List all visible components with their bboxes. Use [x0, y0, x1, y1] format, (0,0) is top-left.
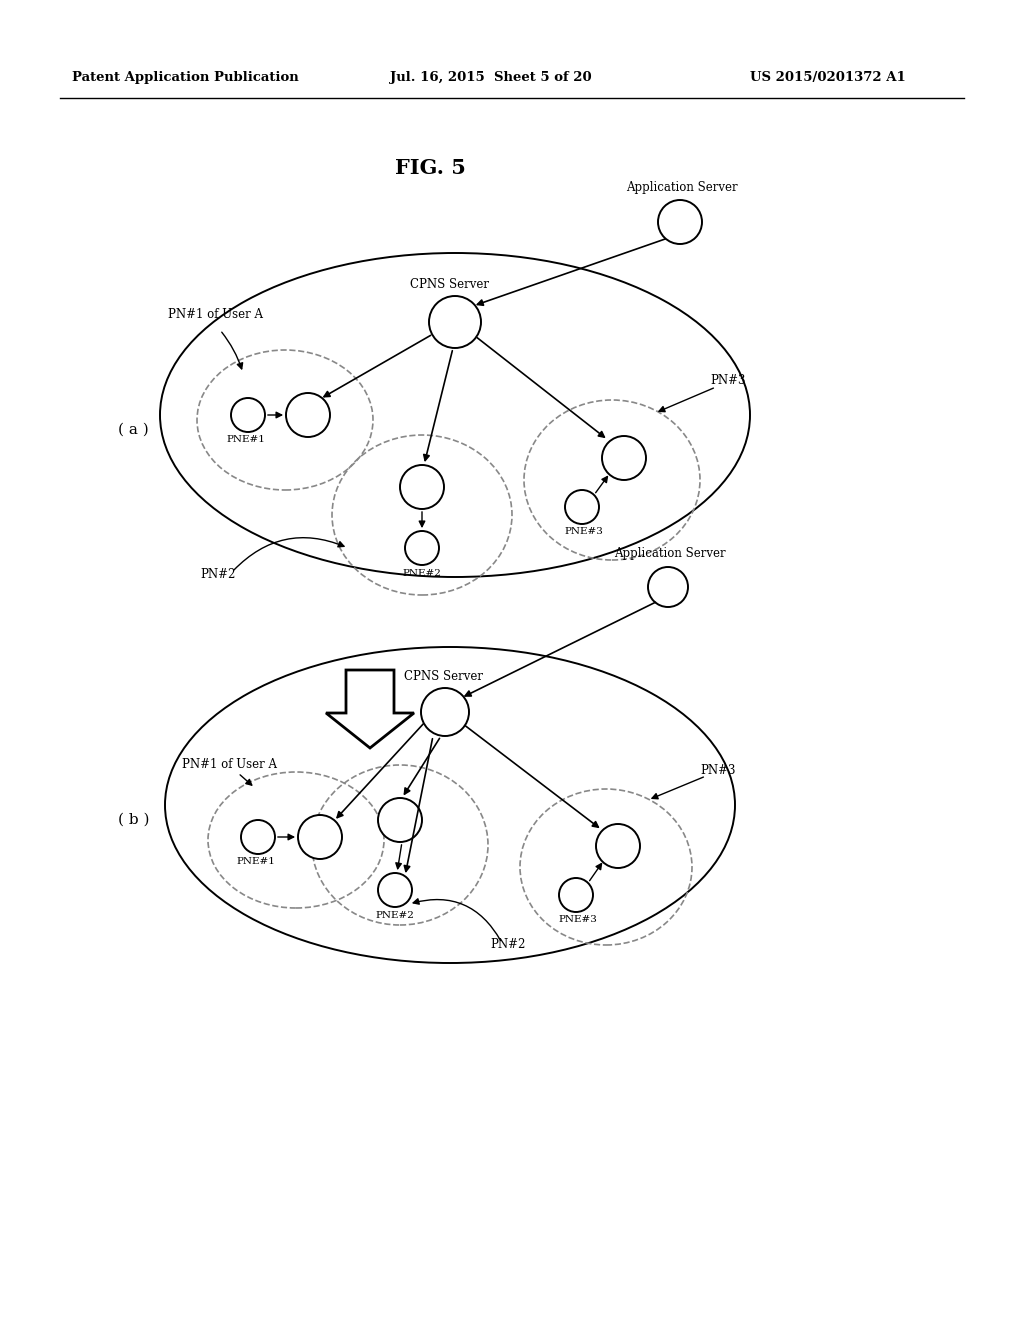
- Circle shape: [559, 878, 593, 912]
- Text: US 2015/0201372 A1: US 2015/0201372 A1: [750, 71, 906, 84]
- Circle shape: [565, 490, 599, 524]
- Circle shape: [231, 399, 265, 432]
- Circle shape: [421, 688, 469, 737]
- Circle shape: [648, 568, 688, 607]
- Circle shape: [241, 820, 275, 854]
- Text: PN#2: PN#2: [200, 569, 236, 582]
- Circle shape: [378, 873, 412, 907]
- Text: PNE#3: PNE#3: [558, 915, 597, 924]
- Circle shape: [406, 531, 439, 565]
- Polygon shape: [326, 671, 414, 748]
- Circle shape: [658, 201, 702, 244]
- Text: PNE#2: PNE#2: [376, 911, 415, 920]
- Text: CPNS Server: CPNS Server: [403, 669, 482, 682]
- Text: GW#2: GW#2: [383, 816, 417, 825]
- Text: ( b ): ( b ): [118, 813, 150, 828]
- Text: PNE#3: PNE#3: [564, 527, 603, 536]
- Text: PNE#1: PNE#1: [226, 434, 265, 444]
- Text: PNE#2: PNE#2: [402, 569, 441, 578]
- Text: PN#1 of User A: PN#1 of User A: [168, 309, 263, 322]
- Text: Patent Application Publication: Patent Application Publication: [72, 71, 299, 84]
- Text: PN#3: PN#3: [710, 374, 745, 387]
- Text: PN#2: PN#2: [490, 939, 525, 952]
- Circle shape: [400, 465, 444, 510]
- Circle shape: [298, 814, 342, 859]
- Circle shape: [602, 436, 646, 480]
- Text: PNE#1: PNE#1: [237, 857, 275, 866]
- Text: GW#3: GW#3: [607, 454, 641, 462]
- Circle shape: [429, 296, 481, 348]
- Text: Application Server: Application Server: [627, 181, 738, 194]
- Text: Application Server: Application Server: [614, 548, 726, 561]
- Text: CPNS Server: CPNS Server: [411, 277, 489, 290]
- Text: Jul. 16, 2015  Sheet 5 of 20: Jul. 16, 2015 Sheet 5 of 20: [390, 71, 592, 84]
- Circle shape: [286, 393, 330, 437]
- Circle shape: [596, 824, 640, 869]
- Circle shape: [378, 799, 422, 842]
- Text: PN#3: PN#3: [700, 763, 735, 776]
- Text: GW#2: GW#2: [404, 483, 439, 491]
- Text: GW#1: GW#1: [303, 833, 337, 842]
- Text: GW#3: GW#3: [601, 842, 635, 850]
- Text: GW#1: GW#1: [291, 411, 326, 420]
- Text: FIG. 5: FIG. 5: [394, 158, 466, 178]
- Text: PN#1 of User A: PN#1 of User A: [182, 759, 278, 771]
- Text: ( a ): ( a ): [118, 422, 148, 437]
